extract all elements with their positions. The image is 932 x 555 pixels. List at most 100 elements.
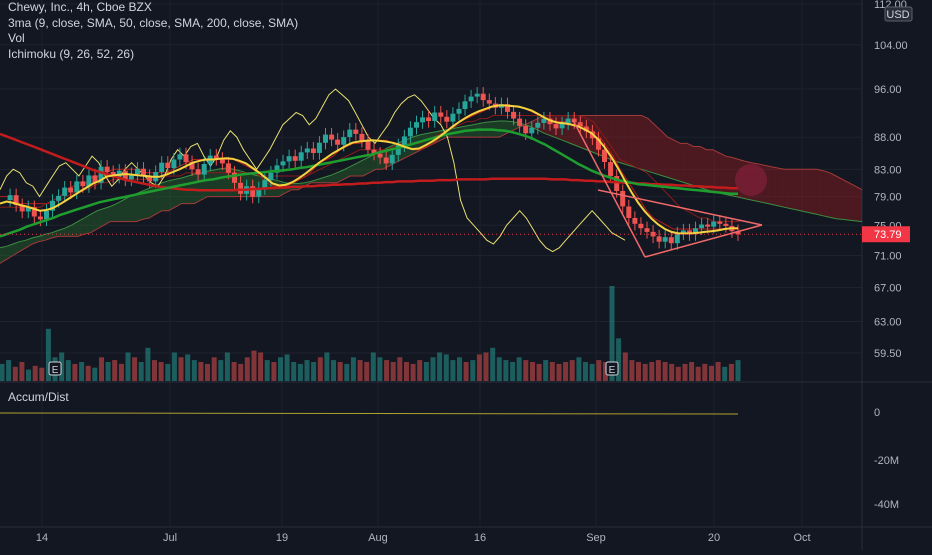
candle-body [650, 231, 656, 237]
candle-body [693, 228, 698, 235]
volume-bar [231, 362, 237, 381]
ichimoku-cloud-segment [19, 240, 26, 252]
ichimoku-cloud-segment [317, 177, 325, 183]
ichimoku-cloud-segment [648, 118, 655, 174]
ma-indicator-label[interactable]: 3ma (9, close, SMA, 50, close, SMA, 200,… [8, 15, 299, 30]
price-tick-label: 67.00 [874, 282, 902, 294]
volume-bar [404, 362, 409, 381]
volume-bar [490, 347, 496, 382]
ichimoku-cloud-segment [641, 115, 649, 172]
volume-bar [357, 360, 363, 381]
candle-body [535, 122, 541, 128]
volume-bar [417, 360, 423, 381]
candle-body [280, 161, 286, 166]
volume-bar [722, 366, 728, 382]
chart-legend: Chewy, Inc., 4h, Cboe BZX 3ma (9, close,… [8, 0, 298, 62]
candle-body [420, 117, 426, 123]
ichimoku-cloud-segment [687, 143, 694, 186]
volume-bar [99, 357, 104, 382]
candle-body [50, 200, 55, 211]
candle-body [292, 156, 298, 161]
candle-body [256, 188, 262, 197]
ichimoku-cloud-segment [836, 176, 843, 220]
time-tick-label: Oct [793, 532, 810, 544]
candle-body [62, 187, 68, 196]
accum-dist-line [0, 412, 739, 415]
candle-body [432, 112, 438, 121]
ichimoku-cloud-segment [719, 152, 726, 195]
candle-body [195, 169, 201, 175]
candle-body [171, 159, 177, 169]
volume-bar [59, 352, 65, 381]
symbol-title[interactable]: Chewy, Inc., 4h, Cboe BZX [8, 0, 152, 14]
volume-bar [350, 357, 356, 382]
volume-bar [377, 357, 383, 382]
candle-body [450, 113, 456, 122]
candle-body [705, 224, 711, 227]
volume-bar [145, 347, 151, 382]
volume-bar [19, 362, 25, 381]
volume-bar [423, 362, 429, 381]
candle-body [177, 154, 183, 160]
candle-body [116, 170, 122, 177]
volume-bar [218, 360, 224, 381]
volume-bar [258, 352, 264, 381]
accum-dist-title[interactable]: Accum/Dist [8, 390, 69, 404]
volume-bar [516, 357, 522, 382]
volume-bar [224, 352, 230, 381]
candle-body [329, 134, 335, 140]
candle-body [632, 218, 638, 224]
ichimoku-cloud-segment [667, 137, 675, 180]
candle-body [383, 157, 389, 164]
ichimoku-cloud-segment [149, 185, 156, 218]
volume-bar [244, 357, 250, 382]
volume-bar [675, 366, 681, 382]
volume-bar [549, 362, 555, 381]
candle-body [201, 164, 207, 175]
volume-bar [297, 363, 303, 381]
volume-bar [689, 362, 695, 381]
candle-body [517, 118, 523, 126]
ichimoku-cloud-segment [356, 160, 363, 177]
candle-body [723, 223, 729, 226]
volume-bar [430, 357, 436, 382]
volume-bar [278, 357, 283, 382]
candle-body [56, 195, 62, 201]
volume-indicator-label[interactable]: Vol [8, 31, 25, 45]
volume-bar [198, 362, 204, 381]
candle-body [626, 206, 632, 218]
ichimoku-cloud-segment [64, 225, 72, 237]
price-tick-label: 112.00 [874, 0, 907, 11]
ichimoku-cloud-segment [162, 180, 169, 211]
volume-bar [543, 360, 549, 381]
volume-bar [629, 360, 635, 381]
ichimoku-cloud-segment [168, 179, 175, 211]
candle-body [359, 133, 365, 141]
price-tick-label: 59.50 [874, 348, 902, 360]
ichimoku-cloud-segment [207, 170, 214, 197]
ichimoku-cloud-segment [25, 237, 33, 248]
earnings-marker-box [605, 361, 619, 376]
earnings-marker-label: E [609, 365, 616, 376]
candle-body [717, 221, 723, 224]
candle-body [674, 233, 680, 244]
time-tick-label: Jul [163, 532, 177, 544]
candle-body [505, 104, 510, 112]
candle-body [662, 237, 668, 242]
candle-body [668, 237, 674, 244]
volume-bar [589, 363, 595, 381]
candle-body [735, 231, 741, 235]
ichimoku-cloud-segment [661, 130, 668, 178]
ichimoku-indicator-label[interactable]: Ichimoku (9, 26, 52, 26) [8, 46, 135, 61]
candle-body [620, 191, 626, 207]
time-tick-label: 20 [708, 532, 720, 544]
volume-bar [709, 365, 714, 381]
volume-bar [105, 362, 111, 381]
candle-body [426, 117, 432, 121]
volume-bar [344, 363, 350, 381]
volume-bar [410, 363, 416, 381]
volume-bar [450, 360, 456, 381]
